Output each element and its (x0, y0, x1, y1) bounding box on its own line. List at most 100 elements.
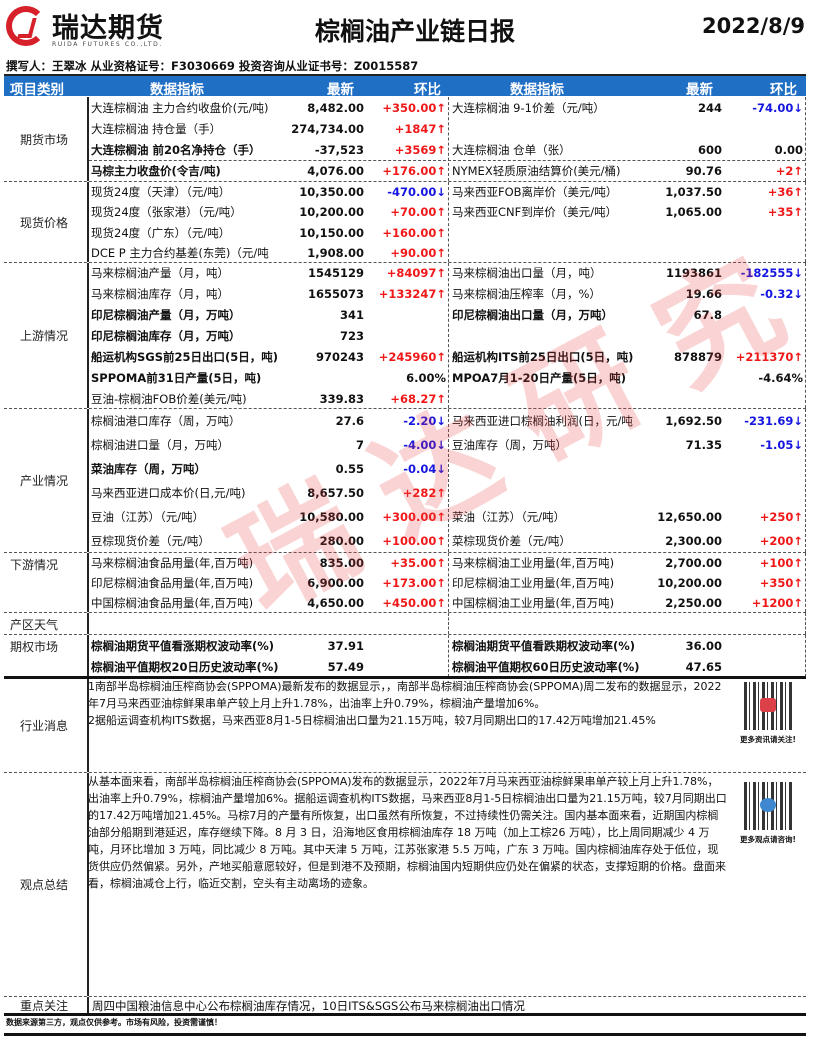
indicator-change: +211370↑ (735, 349, 803, 364)
indicator-name: 中国棕榈油食品用量(年,百万吨) (91, 596, 254, 610)
indicator-name: 马来棕榈油出口量（月，吨） (452, 266, 602, 281)
col-indicator-2: 数据指标 (510, 82, 564, 98)
indicator-value: 1193861 (665, 266, 722, 281)
table-row: 现货24度（广东）（元/吨） 10,150.00 +160.00↑ (89, 223, 805, 243)
indicator-change (725, 305, 803, 326)
report-title: 棕榈油产业链日报 (314, 17, 515, 46)
indicator-value (283, 367, 364, 388)
indicator-name: 船运机构SGS前25日出口(5日，吨) (91, 349, 279, 364)
indicator-name: SPPOMA前31日产量(5日，吨) (91, 370, 262, 385)
indicator-change: +68.27↑ (390, 391, 446, 406)
category-label: 期权市场 (10, 640, 59, 654)
indicator-name: 现货24度（广东）（元/吨） (91, 225, 231, 240)
indicator-value: 600 (697, 142, 722, 157)
indicator-change (366, 326, 446, 347)
indicator-change: -0.32↓ (760, 287, 803, 302)
indicator-value: 36.00 (685, 638, 722, 653)
table-row: 马来棕榈油食品用量(年,百万吨) 835.00 +35.00↑ 马来棕榈油工业用量(年… (89, 553, 805, 573)
indicator-value: 90.76 (685, 164, 722, 178)
indicator-change: +200↑ (759, 534, 803, 548)
indicator-value: 7 (355, 438, 364, 452)
indicator-value: 970243 (315, 349, 364, 364)
section-4: 下游情况 马来棕榈油食品用量(年,百万吨) 835.00 +35.00↑ 马来棕榈油工业… (4, 552, 806, 612)
table-row: 现货24度（张家港）（元/吨） 10,200.00 +70.00↑ 马来西亚CNF到岸… (89, 202, 805, 222)
table-row: 现货24度（天津）（元/吨） 10,350.00 -470.00↓ 马来西亚FOB离岸… (89, 182, 805, 202)
table-row: 豆棕现货价差（元/吨） 280.00 +100.00↑ 菜棕现货价差（元/吨） 2,30… (89, 529, 805, 553)
indicator-name: 马来西亚进口棕榈油利润(日，元/吨 (452, 414, 633, 428)
category-label: 产业情况 (19, 474, 68, 488)
indicator-change: -2.20↓ (403, 414, 446, 428)
indicator-value: 10,200.00 (657, 576, 722, 590)
indicator-value: 8,482.00 (307, 100, 364, 115)
table-row: 豆油（江苏）（元/吨） 10,580.00 +300.00↑ 菜油（江苏）（元/吨） 1… (89, 505, 805, 529)
indicator-name: NYMEX轻质原油结算价(美元/桶) (452, 164, 621, 178)
indicator-name: 菜油库存（周，万吨） (91, 462, 206, 476)
indicator-value: 8,657.50 (307, 486, 364, 500)
indicator-change: 0.00 (774, 142, 803, 157)
indicator-change: -1.05↓ (760, 438, 803, 452)
col-change: 环比 (414, 82, 441, 98)
indicator-value: 10,200.00 (299, 205, 364, 220)
col-indicator: 数据指标 (150, 82, 204, 98)
indicator-name: 大连棕榈油 仓单（张） (452, 142, 571, 157)
table-row: 马来棕榈油产量（月，吨） 1545129 +84097↑ 马来棕榈油出口量（月，吨） 1… (89, 263, 805, 284)
indicator-change: +100.00↑ (382, 534, 446, 548)
indicator-change: +300.00↑ (382, 510, 446, 524)
indicator-name: 棕榈油平值期权60日历史波动率(%) (452, 660, 640, 675)
table-row: 马棕主力收盘价(令吉/吨) 4,076.00 +176.00↑ NYMEX轻质原油结算… (89, 160, 805, 181)
qr-summary: 更多观点请咨询! (732, 782, 804, 845)
section-focus: 重点关注 周四中国粮油信息中心公布棕榈油库存情况，10日ITS&SGS公布马来棕… (4, 996, 806, 1014)
table-row: 中国棕榈油食品用量(年,百万吨) 4,650.00 +450.00↑ 中国棕榈油工业用… (89, 593, 805, 613)
indicator-value: 244 (697, 100, 722, 115)
indicator-change: +245960↑ (378, 349, 446, 364)
indicator-change: -470.00↓ (387, 185, 446, 200)
table-header: 项目类别 数据指标 最新 环比 数据指标 最新 环比 (4, 74, 806, 98)
indicator-name: 现货24度（张家港）（元/吨） (91, 205, 242, 220)
qr-code-icon (744, 682, 792, 730)
indicator-value: 10,580.00 (299, 510, 364, 524)
indicator-value: 12,650.00 (657, 510, 722, 524)
section-1: 现货价格 现货24度（天津）（元/吨） 10,350.00 -470.00↓ 马来西亚F… (4, 181, 806, 262)
indicator-change: -4.64% (758, 370, 803, 385)
indicator-value: 2,250.00 (665, 596, 722, 610)
indicator-name: 马棕主力收盘价(令吉/吨) (91, 164, 221, 178)
table-row: 菜油库存（周，万吨） 0.55 -0.04↓ (89, 457, 805, 481)
table-row: 棕榈油平值期权20日历史波动率(%) 57.49 棕榈油平值期权60日历史波动率(%… (89, 657, 805, 679)
indicator-change: -74.00↓ (752, 100, 803, 115)
indicator-name: 印尼棕榈油出口量（月，万吨） (452, 308, 613, 323)
category-label: 期货市场 (19, 132, 68, 147)
indicator-value: 280.00 (319, 534, 364, 548)
table-row: 船运机构SGS前25日出口(5日，吨) 970243 +245960↑ 船运机构ITS… (89, 346, 805, 367)
indicator-change: +350.00↑ (382, 100, 446, 115)
table-row: SPPOMA前31日产量(5日，吨) 6.00% MPOA7月1-20日产量(5日，… (89, 367, 805, 388)
indicator-change: +250↑ (759, 510, 803, 524)
indicator-value (642, 367, 722, 388)
col-latest-2: 最新 (686, 82, 713, 98)
indicator-value: 1,065.00 (665, 205, 722, 220)
indicator-name: 马来西亚CNF到岸价（美元/吨） (452, 205, 618, 220)
indicator-change (366, 635, 446, 657)
logo-en: RUIDA FUTURES CO.,LTD. (52, 41, 163, 48)
indicator-change: +84097↑ (386, 266, 446, 281)
indicator-change: -4.00↓ (403, 438, 446, 452)
indicator-change: +2↑ (775, 164, 803, 178)
indicator-name: 棕榈油期货平值看涨期权波动率(%) (91, 638, 275, 653)
indicator-change: +35.00↑ (390, 556, 446, 570)
indicator-value: 67.8 (693, 308, 722, 323)
section-6: 期权市场 棕榈油期货平值看涨期权波动率(%) 37.91 棕榈油期货平值看跌期权波动率… (4, 634, 806, 677)
indicator-change (725, 657, 803, 679)
indicator-name: 船运机构ITS前25日出口(5日，吨) (452, 349, 634, 364)
indicator-name: 中国棕榈油工业用量(年,百万吨) (452, 596, 615, 610)
indicator-value: 1,692.50 (665, 414, 722, 428)
company-logo: 瑞达期货 RUIDA FUTURES CO.,LTD. (6, 4, 166, 52)
table-row: 马来棕榈油库存（月，吨） 1655073 +133247↑ 马来棕榈油压榨率（月，%）… (89, 284, 805, 305)
indicator-value: 19.66 (685, 287, 722, 302)
indicator-name: 马来棕榈油工业用量(年,百万吨) (452, 556, 615, 570)
table-row: 棕榈油进口量（月，万吨） 7 -4.00↓ 豆油库存（周，万吨） 71.35 -1.05↓ (89, 433, 805, 457)
table-row: 印尼棕榈油产量（月，万吨） 341 印尼棕榈油出口量（月，万吨） 67.8 (89, 305, 805, 326)
indicator-name: 现货24度（天津）（元/吨） (91, 185, 231, 200)
indicator-change: -182555↓ (740, 266, 803, 281)
indicator-change (366, 305, 446, 326)
col-latest: 最新 (327, 82, 354, 98)
indicator-name: 印尼棕榈油工业用量(年,百万吨) (452, 576, 615, 590)
